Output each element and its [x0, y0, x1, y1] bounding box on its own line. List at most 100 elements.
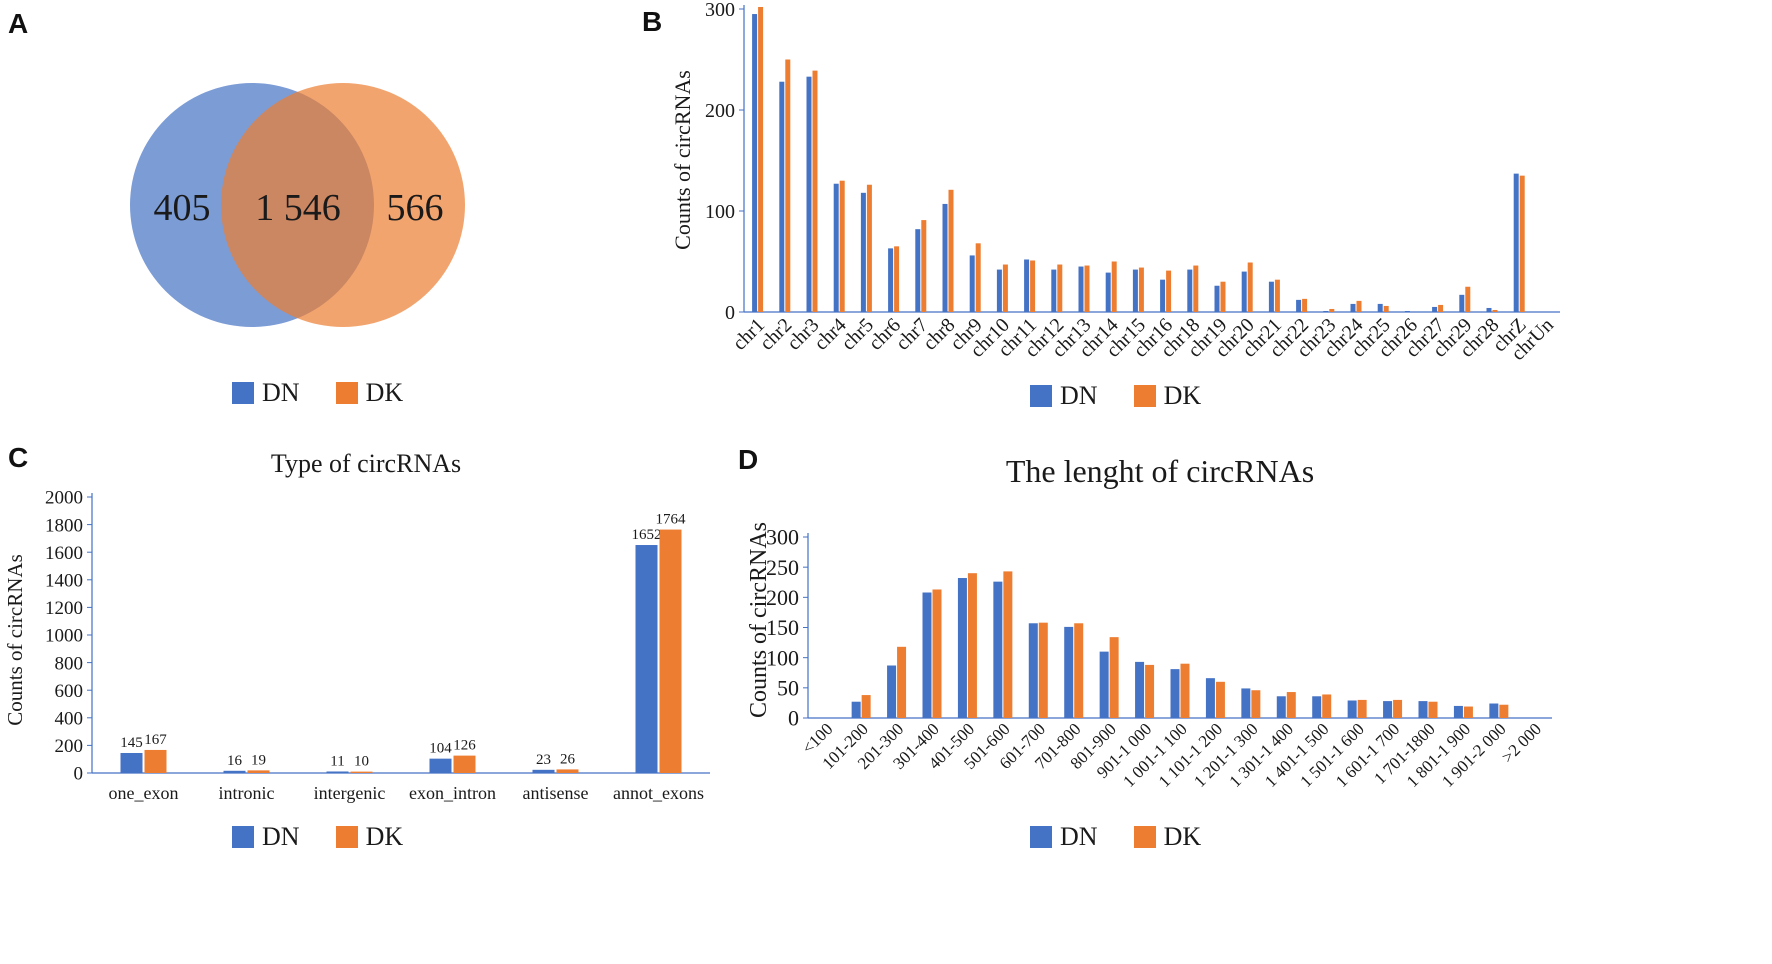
chart-b-y-tick-label: 100: [705, 201, 735, 223]
legend-item-dk: DK: [335, 378, 404, 408]
panel-letter-c: C: [8, 442, 29, 473]
chart-c-value-label: 10: [354, 754, 369, 770]
chart-b-bar-dk: [866, 184, 872, 312]
legend-label-dk: DK: [1163, 381, 1202, 410]
chart-b-bar-dn: [1132, 269, 1138, 312]
chart-d-bar-dk: [1109, 637, 1119, 718]
chart-b-bar-dk: [1084, 265, 1090, 312]
chart-b-y-tick-label: 0: [725, 302, 735, 324]
chart-c-y-tick-label: 1200: [45, 598, 83, 619]
legend-swatch-dk: [335, 826, 358, 848]
chart-b-bar-dk: [1274, 279, 1280, 312]
chart-b-bar-dk: [1465, 286, 1471, 312]
chart-d-y-tick-label: 250: [766, 555, 799, 580]
chart-c-value-label: 26: [560, 751, 576, 767]
chart-c-value-label: 167: [144, 732, 167, 748]
legend-item-dn: DN: [1030, 381, 1098, 411]
chart-d-category-label: >2 000: [1498, 719, 1545, 766]
chart-c-bar-dk: [144, 749, 167, 773]
chart-b-bar-dk: [1329, 308, 1335, 312]
chart-b-bar-dk: [1002, 264, 1008, 312]
legend-swatch-dk: [1133, 826, 1156, 848]
chart-c-bar-dk: [247, 770, 270, 773]
chart-c-bar-dn: [635, 545, 658, 773]
chart-c-y-tick-label: 400: [55, 708, 84, 729]
legend-c: DN DK: [232, 822, 429, 852]
legend-b: DN DK: [1030, 381, 1227, 411]
chart-d-bar-dk: [1428, 701, 1438, 718]
chart-d-bar-dn: [1099, 651, 1109, 718]
chart-c-bar-dk: [350, 771, 373, 773]
chart-b-bar-dk: [1111, 261, 1117, 312]
chart-b-bar-dk: [1492, 309, 1498, 312]
chart-d-bar-dn: [1241, 688, 1251, 718]
chart-d-bar-dk: [1038, 622, 1048, 718]
chart-d-y-tick-label: 100: [766, 645, 799, 670]
chart-c-ylabel: Counts of circRNAs: [3, 554, 27, 726]
chart-b-bar-dn: [1024, 259, 1030, 312]
legend-swatch-dn: [232, 826, 254, 848]
chart-d-bar-dk: [1074, 623, 1084, 718]
legend-swatch-dn: [232, 382, 254, 404]
chart-c-bar-dn: [120, 752, 143, 773]
chart-b-bar-dn: [969, 255, 975, 312]
legend-item-dn: DN: [232, 378, 300, 408]
chart-c-y-tick-label: 2000: [45, 488, 83, 509]
chart-d-bar-dk: [1322, 694, 1332, 718]
chart-d-y-tick-label: 200: [766, 585, 799, 610]
chart-c-y-tick-label: 200: [55, 736, 84, 757]
chart-c-value-label: 19: [251, 752, 266, 768]
chart-c-bar-dk: [453, 755, 476, 773]
panel-letter-d: D: [738, 444, 759, 475]
panel-letter-b: B: [642, 6, 663, 37]
chart-c-bar-dk: [659, 529, 682, 773]
chart-c-bar-dk: [556, 769, 579, 773]
chart-c-category-label: annot_exons: [613, 783, 704, 803]
chart-d-bar-dk: [932, 589, 942, 718]
chart-d-bar-dn: [887, 665, 897, 718]
chart-d-ylabel: Counts of circRNAs: [746, 522, 772, 718]
chart-b-bar-dn: [1323, 310, 1329, 312]
legend-swatch-dk: [1133, 385, 1156, 407]
chart-c-value-label: 23: [536, 752, 551, 768]
chart-b-bar-dn: [833, 183, 839, 312]
chart-b-bar-dn: [1404, 310, 1410, 312]
chart-b-bar-dn: [888, 248, 894, 312]
legend-a: DN DK: [232, 378, 429, 408]
chart-b-bar-dn: [779, 81, 785, 312]
chart-d-bar-dk: [1393, 699, 1403, 718]
chart-c-category-label: one_exon: [109, 783, 179, 803]
chart-c-value-label: 1652: [632, 527, 662, 543]
legend-label-dk: DK: [365, 822, 404, 851]
chart-d-bar-dk: [1215, 681, 1225, 718]
chart-d-bar-dn: [993, 581, 1003, 718]
chart-d-bar-dk: [897, 646, 907, 718]
chart-c-y-tick-label: 1000: [45, 626, 83, 647]
venn-diagram: 405 1 546 566: [130, 83, 465, 327]
chart-d-y-tick-label: 50: [777, 676, 799, 701]
chart-b-bar-dn: [1486, 307, 1492, 312]
chart-b-bar-dk: [1519, 175, 1525, 312]
chart-d-circrna-length: The lenght of circRNAs Counts of circRNA…: [746, 453, 1552, 791]
chart-c-category-label: exon_intron: [409, 783, 496, 803]
chart-d-bar-dk: [861, 695, 871, 718]
chart-b-bar-dk: [812, 70, 818, 312]
chart-c-category-label: intronic: [219, 783, 275, 803]
chart-b-bar-dn: [1350, 303, 1356, 312]
chart-c-y-tick-label: 1600: [45, 543, 83, 564]
legend-label-dn: DN: [262, 822, 300, 851]
legend-item-dn: DN: [1030, 822, 1098, 852]
chart-b-bar-dk: [1356, 300, 1362, 312]
chart-b-bar-dk: [1138, 267, 1144, 312]
chart-c-value-label: 16: [227, 753, 243, 769]
chart-c-y-tick-label: 1800: [45, 515, 83, 536]
chart-d-bar-dn: [1383, 701, 1393, 718]
chart-b-bar-dn: [1296, 299, 1302, 312]
chart-d-bar-dk: [967, 573, 977, 718]
chart-d-bar-dn: [1312, 696, 1322, 718]
legend-swatch-dn: [1030, 826, 1052, 848]
chart-b-bar-dk: [921, 220, 927, 312]
chart-d-bar-dk: [1357, 699, 1367, 718]
legend-label-dk: DK: [365, 378, 404, 407]
chart-b-bar-dn: [915, 229, 921, 312]
